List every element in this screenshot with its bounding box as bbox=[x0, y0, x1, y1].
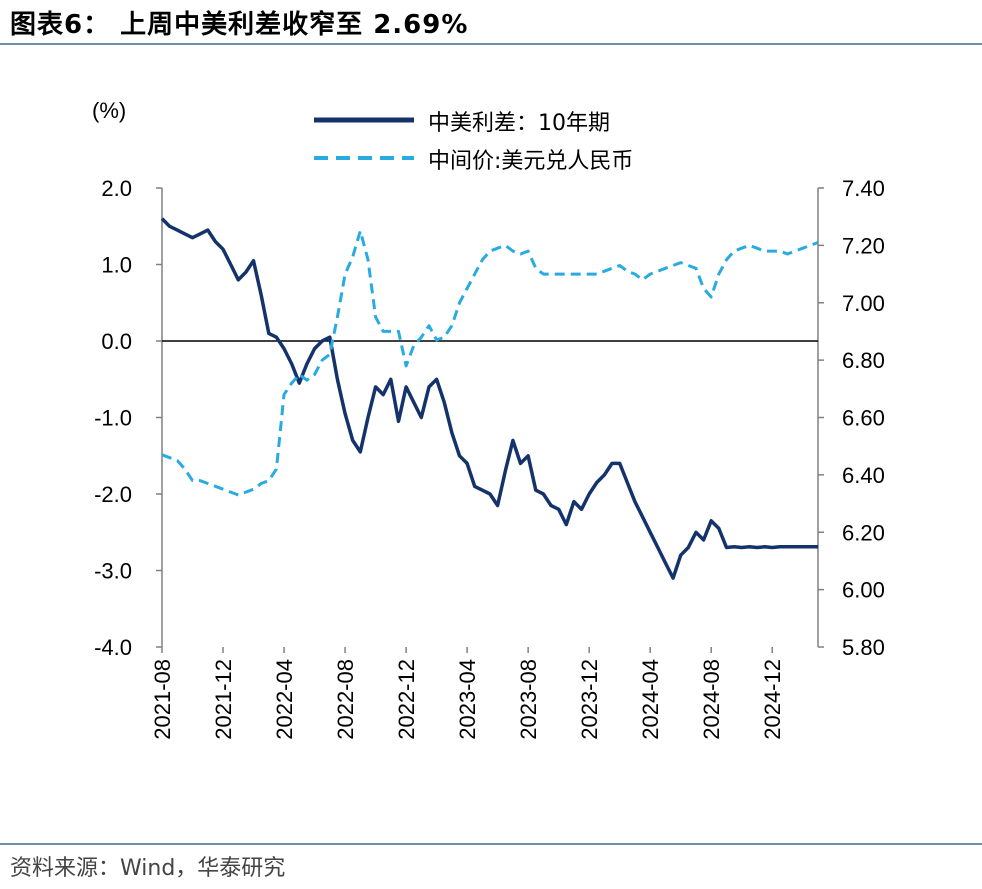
x-tick-label: 2023-08 bbox=[516, 659, 541, 740]
top-divider bbox=[0, 43, 982, 45]
right-tick-label: 7.40 bbox=[842, 176, 885, 201]
left-tick-label: -2.0 bbox=[94, 482, 132, 507]
right-tick-label: 5.80 bbox=[842, 635, 885, 660]
left-tick-label: 1.0 bbox=[101, 253, 132, 278]
x-tick-label: 2022-04 bbox=[272, 659, 297, 740]
bottom-divider bbox=[0, 843, 982, 845]
right-tick-label: 7.20 bbox=[842, 233, 885, 258]
x-tick-label: 2021-12 bbox=[211, 659, 236, 740]
chart-legend: 中美利差：10年期 中间价:美元兑人民币 bbox=[314, 111, 633, 174]
series-line-rate-spread bbox=[160, 217, 818, 580]
legend-label-usdcny: 中间价:美元兑人民币 bbox=[428, 149, 633, 174]
legend-label-rate-spread: 中美利差：10年期 bbox=[428, 111, 610, 136]
left-axis-unit-label: (%) bbox=[92, 98, 126, 123]
x-tick-label: 2022-12 bbox=[394, 659, 419, 740]
x-tick-label: 2023-12 bbox=[577, 659, 602, 740]
left-tick-label: -1.0 bbox=[94, 406, 132, 431]
left-tick-label: -3.0 bbox=[94, 559, 132, 584]
dual-axis-line-chart: 中美利差：10年期 中间价:美元兑人民币 (%) 2.0 1.0 0.0 -1.0 -2… bbox=[92, 98, 885, 740]
right-tick-label: 6.40 bbox=[842, 463, 885, 488]
source-note: 资料来源：Wind，华泰研究 bbox=[10, 856, 286, 881]
series-line-usdcny bbox=[161, 229, 819, 497]
right-tick-label: 6.60 bbox=[842, 406, 885, 431]
x-tick-label: 2023-04 bbox=[455, 659, 480, 740]
x-tick-label: 2024-12 bbox=[760, 659, 785, 740]
right-tick-label: 6.00 bbox=[842, 578, 885, 603]
x-tick-label: 2021-08 bbox=[150, 659, 175, 740]
left-tick-label: -4.0 bbox=[94, 635, 132, 660]
plot-area: 2.0 1.0 0.0 -1.0 -2.0 -3.0 -4.0 7.40 7.20 7.00 6.8… bbox=[94, 176, 885, 740]
right-tick-label: 6.20 bbox=[842, 520, 885, 545]
page-title: 图表6： 上周中美利差收窄至 2.69% bbox=[10, 10, 469, 40]
left-tick-label: 2.0 bbox=[101, 176, 132, 201]
right-tick-label: 6.80 bbox=[842, 348, 885, 373]
left-tick-label: 0.0 bbox=[101, 329, 132, 354]
x-tick-label: 2024-04 bbox=[638, 659, 663, 740]
x-tick-label: 2024-08 bbox=[699, 659, 724, 740]
x-tick-label: 2022-08 bbox=[333, 659, 358, 740]
right-tick-label: 7.00 bbox=[842, 291, 885, 316]
